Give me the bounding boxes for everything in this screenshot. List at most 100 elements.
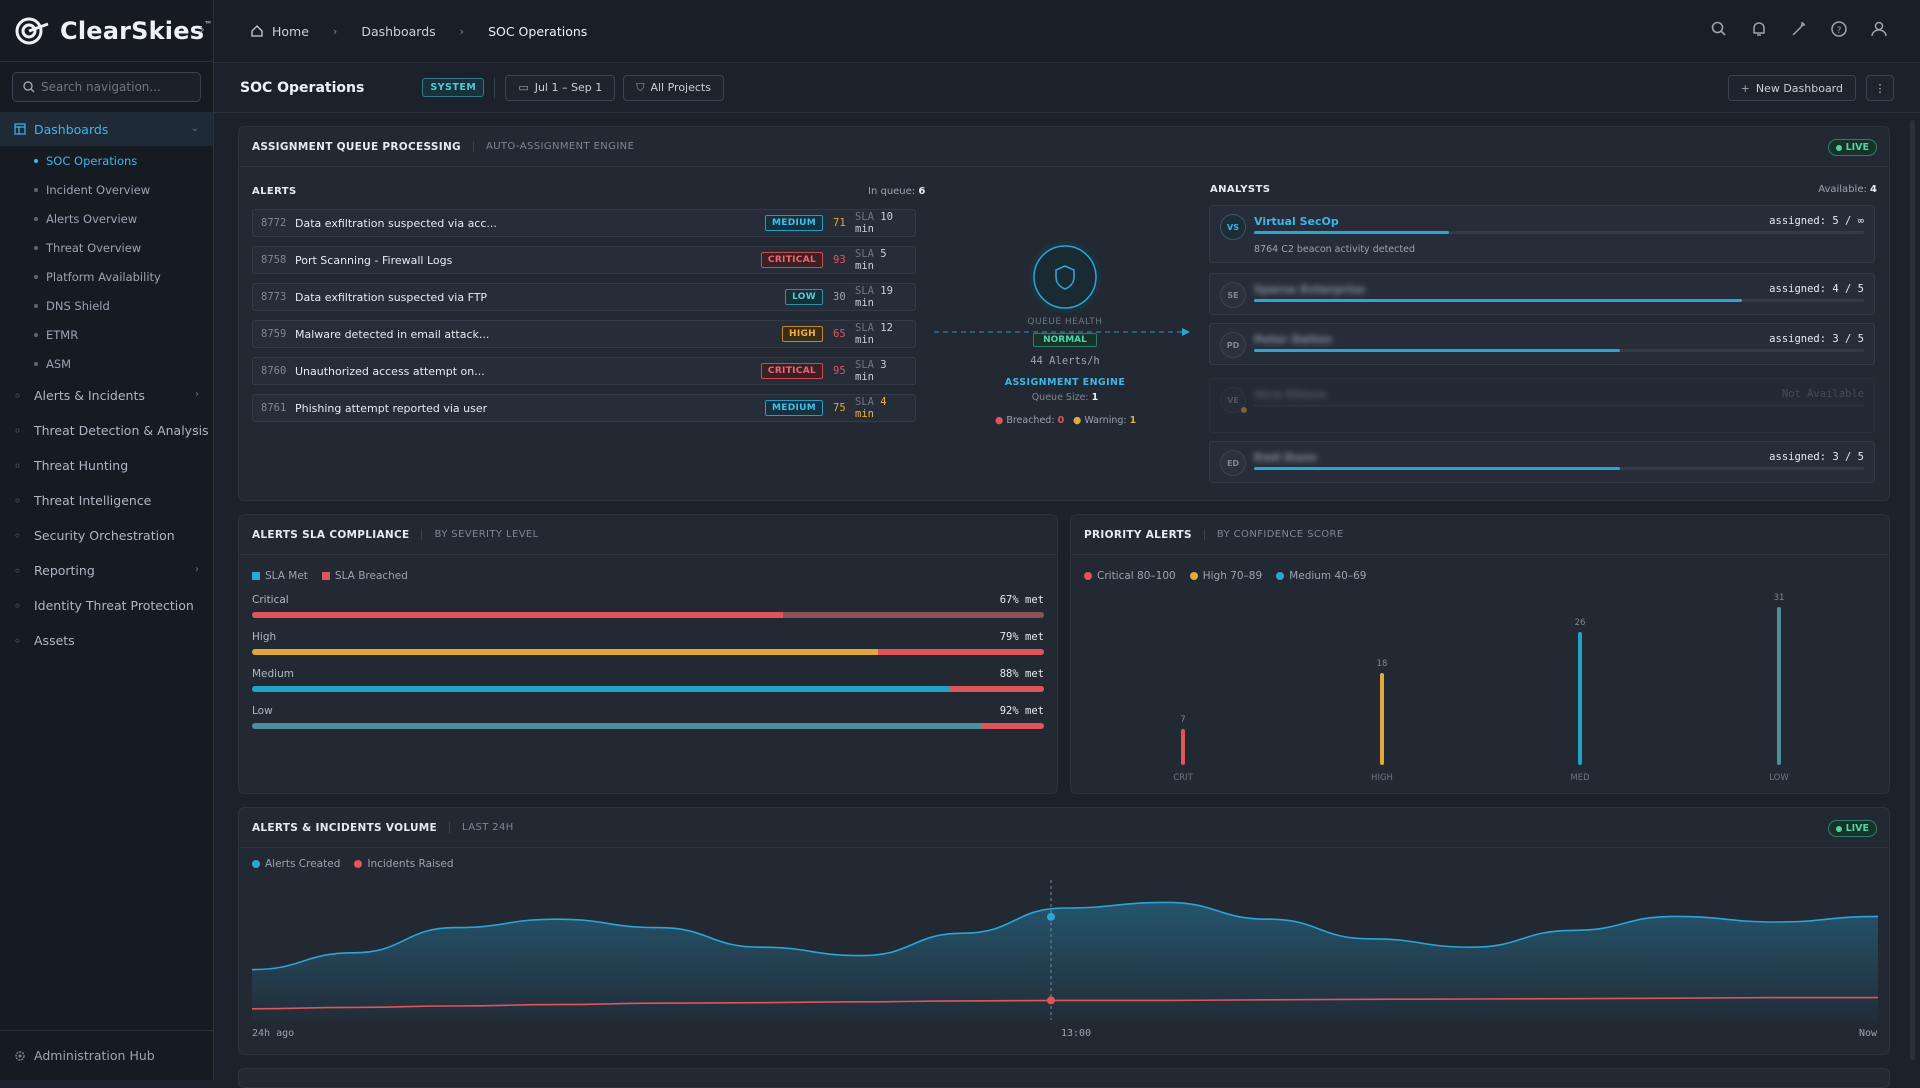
available-value: 4 xyxy=(1870,184,1877,195)
load-bar-fill xyxy=(1254,299,1742,302)
nav-sub-item[interactable]: DNS Shield xyxy=(0,291,213,320)
hover-point[interactable] xyxy=(1047,912,1055,921)
alert-row[interactable]: 8773 Data exfiltration suspected via FTP L… xyxy=(252,283,916,311)
brand-logo[interactable]: ClearSkies ™ › xyxy=(0,0,213,62)
analyst-assigned: assigned: 3 / 5 xyxy=(1769,333,1864,345)
severity-badge: MEDIUM xyxy=(765,215,823,231)
nav-sub-label: ETMR xyxy=(46,327,79,342)
analyst-row[interactable]: VE Vera Ellison Not Available xyxy=(1209,378,1875,433)
analyst-row[interactable]: ED Emil Dunn assigned: 3 / 5 xyxy=(1209,441,1875,483)
legend-label: Alerts Created xyxy=(265,858,341,870)
nav-administration-hub[interactable]: Administration Hub xyxy=(0,1030,213,1080)
card-subtitle: AUTO-ASSIGNMENT ENGINE xyxy=(472,141,634,152)
priority-bar[interactable] xyxy=(1777,607,1781,765)
nav-sub-item[interactable]: ETMR xyxy=(0,320,213,349)
scrollbar[interactable] xyxy=(1910,120,1915,1060)
severity-badge: MEDIUM xyxy=(765,400,823,416)
breadcrumb-home[interactable]: Home xyxy=(272,23,309,39)
chevron-right-icon: › xyxy=(459,24,465,38)
incidents-raised-line xyxy=(252,996,1878,1010)
alert-sla: SLA 19 min xyxy=(855,285,907,309)
breadcrumb-dashboards[interactable]: Dashboards xyxy=(361,23,436,39)
alert-row[interactable]: 8772 Data exfiltration suspected via acc.… xyxy=(252,209,916,237)
dashboard-icon xyxy=(14,123,26,135)
monitor-icon: ◦ xyxy=(14,633,22,648)
nav-sub-item[interactable]: Incident Overview xyxy=(0,175,213,204)
sla-prefix: SLA xyxy=(855,248,874,260)
legend-label: Critical 80–100 xyxy=(1097,570,1176,582)
nav-item[interactable]: ◦ Reporting › xyxy=(0,553,213,588)
nav-sub-item[interactable]: Platform Availability xyxy=(0,262,213,291)
bell-icon[interactable] xyxy=(1750,20,1770,40)
sla-bar-met xyxy=(252,649,878,655)
nav-sub-item[interactable]: Threat Overview xyxy=(0,233,213,262)
card-title: ALERTS & INCIDENTS VOLUME xyxy=(252,821,437,834)
avatar: VS xyxy=(1220,214,1246,240)
bar-value-label: 26 xyxy=(1574,618,1586,629)
nav-search[interactable] xyxy=(12,72,201,102)
date-range-button[interactable]: ▭ Jul 1 – Sep 1 xyxy=(505,74,616,101)
chevron-right-icon[interactable]: › xyxy=(199,22,205,38)
bullet xyxy=(34,332,38,337)
alerts-created-line xyxy=(252,901,1878,971)
sla-value: 10 min xyxy=(855,211,893,235)
bullet xyxy=(34,274,38,279)
search-icon[interactable] xyxy=(1710,20,1730,40)
priority-bar[interactable] xyxy=(1380,673,1384,765)
nav-item[interactable]: ◦ Alerts & Incidents › xyxy=(0,378,213,413)
analyst-row[interactable]: PD Peter Dalton assigned: 3 / 5 xyxy=(1209,323,1875,365)
bullet xyxy=(34,216,38,221)
page-header: SOC Operations SYSTEM ▭ Jul 1 – Sep 1 ⛉ Al… xyxy=(214,63,1920,113)
filter-icon: ⛉ xyxy=(636,80,645,94)
hover-point[interactable] xyxy=(1047,996,1055,1005)
nav-search-input[interactable] xyxy=(41,80,191,94)
legend-label: SLA Met xyxy=(265,570,308,582)
chevron-right-icon: › xyxy=(195,564,199,575)
help-icon[interactable]: ? xyxy=(1830,20,1850,40)
sla-prefix: SLA xyxy=(855,396,874,408)
lock-icon: ◦ xyxy=(14,598,22,613)
nav-item[interactable]: ◦ Assets xyxy=(0,623,213,658)
bullet xyxy=(34,303,38,308)
nav-item[interactable]: ◦ Security Orchestration xyxy=(0,518,213,553)
projects-filter-button[interactable]: ⛉ All Projects xyxy=(623,74,724,101)
alert-title: Malware detected in email attack... xyxy=(295,327,490,341)
alert-title: Data exfiltration suspected via FTP xyxy=(295,290,488,304)
priority-bar[interactable] xyxy=(1578,632,1582,765)
queue-size: Queue Size: 1 xyxy=(989,392,1141,403)
breadcrumb: Home › Dashboards › SOC Operations xyxy=(250,24,587,39)
legend-item: Alerts Created xyxy=(252,858,340,870)
analyst-row[interactable]: VS Virtual SecOp assigned: 5 / ∞ 8764 C2 be… xyxy=(1209,205,1875,263)
nav-sub-item[interactable]: ASM xyxy=(0,349,213,378)
more-options-button[interactable]: ⋮ xyxy=(1866,75,1894,101)
live-badge: LIVE xyxy=(1827,139,1877,156)
nav-item[interactable]: ◦ Threat Detection & Analysis › xyxy=(0,413,213,448)
magic-wand-icon[interactable] xyxy=(1790,20,1810,40)
nav-sub-item[interactable]: SOC Operations xyxy=(0,146,213,175)
bell-icon: ◦ xyxy=(14,388,22,403)
nav-item[interactable]: ◦ Identity Threat Protection xyxy=(0,588,213,623)
nav-item[interactable]: ◦ Threat Intelligence xyxy=(0,483,213,518)
priority-bar[interactable] xyxy=(1181,729,1185,765)
load-bar-fill xyxy=(1254,231,1450,234)
nav-item[interactable]: ◦ Threat Hunting xyxy=(0,448,213,483)
alert-row[interactable]: 8760 Unauthorized access attempt on... CRI… xyxy=(252,357,916,385)
bar-category-label: MED xyxy=(1570,773,1590,783)
user-icon[interactable] xyxy=(1870,20,1890,40)
new-dashboard-button[interactable]: + New Dashboard xyxy=(1727,75,1856,101)
nav-dashboards[interactable]: Dashboards ⌄ xyxy=(0,112,213,146)
breached-value: 0 xyxy=(1057,415,1065,426)
sla-bar xyxy=(252,649,1044,655)
alert-row[interactable]: 8758 Port Scanning - Firewall Logs CRITICA… xyxy=(252,246,916,274)
alert-title: Data exfiltration suspected via acc... xyxy=(295,216,497,230)
analyst-row[interactable]: SE Sparse Enterprise assigned: 4 / 5 xyxy=(1209,273,1875,315)
load-bar xyxy=(1254,349,1864,352)
card-title: PRIORITY ALERTS xyxy=(1084,528,1192,541)
alert-row[interactable]: 8761 Phishing attempt reported via user ME… xyxy=(252,394,916,422)
alert-row[interactable]: 8759 Malware detected in email attack... H… xyxy=(252,320,916,348)
analyst-name: Peter Dalton xyxy=(1254,333,1333,346)
breadcrumb-current: SOC Operations xyxy=(488,23,588,39)
nav-item-label: Reporting xyxy=(34,563,95,578)
legend-swatch xyxy=(252,572,260,580)
nav-sub-item[interactable]: Alerts Overview xyxy=(0,204,213,233)
